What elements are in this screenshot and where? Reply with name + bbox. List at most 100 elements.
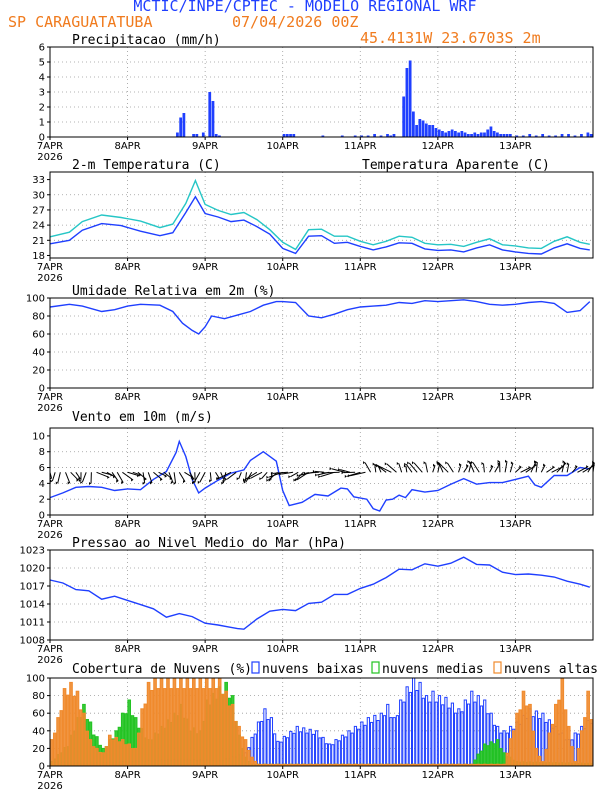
wind-vector [398, 463, 403, 473]
cloud-bar-high [98, 751, 102, 767]
wind-vector [222, 472, 227, 484]
ytick-label: 1020 [20, 564, 45, 575]
precip-bar [192, 134, 195, 137]
cloud-bar-high [111, 739, 115, 767]
wind-vector [250, 471, 263, 479]
cloud-bar-low [431, 690, 435, 767]
wind-arrowhead [116, 479, 119, 483]
cloud-bar-high [137, 732, 141, 767]
cloud-bar-low [350, 732, 354, 767]
wind-vector [494, 463, 501, 473]
cloud-bar-high [511, 730, 516, 767]
xtick-label: 11APR [344, 392, 377, 403]
legend-item-2: nuvens altas [504, 662, 598, 677]
panel-rh: 0 20 40 60 80 100 7APR 8APR 9APR 10APR 11APR 12APR 1… [26, 284, 594, 414]
cloud-bar-low [369, 721, 374, 767]
wind-vector [178, 472, 186, 482]
cloud-bar-mid [495, 739, 500, 767]
xtick-label: 9APR [192, 770, 218, 781]
cloud-bar-low [285, 737, 290, 767]
precip-bar [201, 132, 205, 137]
cloud-bar-high [208, 688, 212, 767]
cloud-bar-mid [479, 750, 484, 767]
ytick-label: 1 [39, 118, 45, 129]
wind-arrowhead [363, 461, 366, 465]
precip-bar [405, 68, 409, 137]
cloud-bar-high [153, 677, 157, 767]
xtick-label: 9APR [192, 644, 218, 655]
xtick-label: 9APR [192, 519, 218, 530]
xtick-label: 13APR [499, 770, 532, 781]
series-line-temp-0 [49, 195, 590, 255]
panel-precip: 0 1 2 3 4 5 6 7APR 8APR 9APR 10APR 11APR 12APR 13APR 2… [37, 33, 594, 163]
ytick-label: 0 [39, 133, 45, 144]
wind-vector [189, 472, 195, 480]
precip-bar [366, 135, 370, 137]
cloud-bar-mid [489, 741, 494, 767]
precip-bar [392, 134, 396, 137]
wind-arrowhead [78, 479, 81, 482]
cloud-bar-high [531, 730, 536, 767]
wind-arrowhead [329, 467, 332, 471]
cloud-bar-high [95, 747, 99, 767]
wind-arrowhead [519, 465, 522, 469]
wind-vector [405, 463, 413, 473]
wind-vector [75, 472, 81, 480]
year-label: 2026 [37, 655, 62, 666]
cloud-bar-low [266, 719, 270, 767]
wind-vector [142, 472, 146, 484]
precip-bar [379, 135, 383, 137]
cloud-bar-mid [486, 745, 490, 767]
wind-arrowhead [497, 462, 500, 466]
cloud-bar-high [166, 677, 170, 767]
cloud-bar-high [117, 741, 122, 767]
ytick-label: 100 [26, 674, 45, 685]
precip-bar [415, 125, 418, 137]
precip-bar [434, 128, 438, 137]
wind-arrowhead [183, 480, 185, 484]
wind-arrowhead [243, 478, 245, 482]
xtick-label: 11APR [344, 519, 377, 530]
xtick-label: 10APR [266, 141, 299, 152]
cloud-bar-low [295, 725, 299, 767]
cloud-bar-high [521, 690, 526, 767]
wind-arrowhead [315, 473, 318, 477]
xtick-label: 11APR [344, 141, 377, 152]
wind-arrowhead [467, 460, 470, 464]
cloud-bar-low [318, 737, 322, 767]
ytick-label: 20 [32, 366, 45, 377]
ytick-label: 30 [32, 190, 45, 201]
legend-apparent-temp: Temperatura Aparente (C) [362, 158, 550, 173]
xtick-label: 8APR [114, 519, 140, 530]
cloud-bar-high [243, 739, 248, 767]
precip-bar [437, 129, 441, 137]
cloud-bar-low [321, 736, 325, 767]
wind-vector [116, 472, 124, 483]
panel-frame [49, 427, 594, 516]
precip-bar [353, 135, 357, 137]
wind-arrowhead [67, 481, 70, 485]
wind-arrowhead [437, 461, 440, 465]
xtick-label: 7APR [37, 770, 63, 781]
cloud-bar-low [408, 691, 412, 767]
precip-bar [424, 123, 428, 137]
xtick-label: 8APR [114, 141, 140, 152]
cloud-bar-high [69, 681, 73, 767]
ytick-label: 21 [32, 236, 45, 247]
cloud-bar-high [221, 693, 225, 767]
precip-bar [483, 132, 486, 137]
wind-arrowhead [445, 461, 448, 465]
cloud-bar-high [224, 690, 228, 767]
xtick-label: 10APR [266, 644, 299, 655]
wind-vector [209, 472, 212, 481]
precip-bar [402, 96, 406, 137]
wind-arrowhead [344, 474, 347, 478]
precip-bar [428, 125, 431, 137]
series-line-temp-1 [49, 178, 590, 251]
wind-arrowhead [80, 480, 83, 484]
cloud-bar-low [386, 703, 390, 767]
cloud-bar-high [179, 677, 183, 767]
cloud-bar-high [114, 736, 119, 767]
wind-arrowhead [293, 478, 296, 482]
wind-vector [70, 471, 79, 481]
